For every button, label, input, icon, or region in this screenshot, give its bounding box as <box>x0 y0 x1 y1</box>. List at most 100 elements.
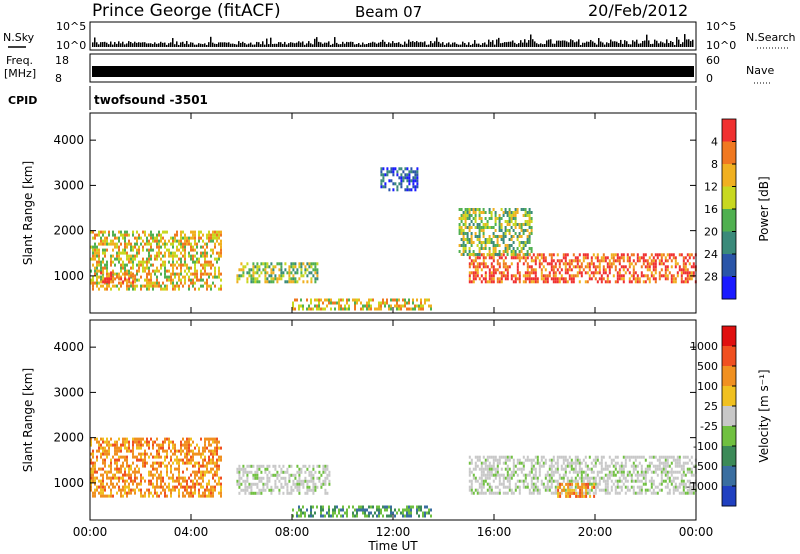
echo-cell <box>688 458 691 462</box>
echo-cell <box>298 277 301 281</box>
echo-cell <box>594 482 597 486</box>
echo-cell <box>636 476 639 480</box>
echo-cell <box>508 247 511 250</box>
echo-cell <box>682 268 685 272</box>
echo-cell <box>250 464 253 468</box>
echo-cell <box>566 461 569 465</box>
echo-cell <box>630 464 633 468</box>
echo-cell <box>294 262 297 266</box>
echo-cell <box>182 248 184 252</box>
echo-cell <box>598 271 601 275</box>
echo-cell <box>534 280 537 284</box>
echo-cell <box>220 251 222 255</box>
echo-cell <box>504 277 507 281</box>
echo-cell <box>166 473 168 477</box>
echo-cell <box>122 251 124 255</box>
echo-cell <box>240 262 243 266</box>
echo-cell <box>210 272 212 276</box>
echo-cell <box>108 242 110 246</box>
echo-cell <box>414 173 417 177</box>
echo-cell <box>644 265 647 269</box>
echo-cell <box>512 256 515 260</box>
station-title: Prince George (fitACF) <box>92 1 281 21</box>
noise-sample <box>164 42 166 47</box>
echo-cell <box>466 232 469 235</box>
echo-cell <box>666 491 669 495</box>
echo-cell <box>484 271 487 275</box>
echo-cell <box>598 479 601 483</box>
echo-cell <box>674 277 677 281</box>
echo-cell <box>382 514 384 518</box>
echo-cell <box>210 260 212 264</box>
echo-cell <box>684 491 687 495</box>
echo-cell <box>126 485 128 489</box>
echo-cell <box>682 262 685 266</box>
echo-cell <box>472 473 475 477</box>
echo-cell <box>132 272 134 276</box>
echo-cell <box>196 257 198 261</box>
echo-cell <box>632 467 635 471</box>
echo-cell <box>382 167 385 171</box>
echo-cell <box>214 266 216 270</box>
echo-cell <box>634 271 637 275</box>
echo-cell <box>310 470 313 474</box>
echo-cell <box>192 440 194 444</box>
echo-cell <box>170 491 172 495</box>
echo-cell <box>208 284 210 288</box>
noise-sample <box>152 43 154 47</box>
echo-cell <box>290 265 293 269</box>
echo-cell <box>470 271 473 275</box>
echo-cell <box>154 461 156 465</box>
echo-cell <box>490 256 493 260</box>
echo-cell <box>570 280 573 284</box>
echo-cell <box>162 488 164 492</box>
echo-cell <box>270 268 273 272</box>
echo-cell <box>472 223 475 226</box>
echo-cell <box>310 307 312 311</box>
echo-cell <box>482 223 485 226</box>
echo-cell <box>92 251 94 255</box>
echo-cell <box>110 443 112 447</box>
echo-cell <box>156 257 158 261</box>
echo-cell <box>122 440 124 444</box>
echo-cell <box>144 449 146 453</box>
echo-cell <box>486 226 489 229</box>
echo-cell <box>548 485 551 489</box>
echo-cell <box>484 256 487 260</box>
echo-cell <box>528 491 531 495</box>
echo-cell <box>266 473 269 477</box>
echo-cell <box>204 464 206 468</box>
echo-cell <box>274 464 277 468</box>
echo-cell <box>572 280 575 284</box>
echo-cell <box>474 220 477 223</box>
echo-cell <box>162 446 164 450</box>
echo-cell <box>482 256 485 260</box>
echo-cell <box>126 287 128 291</box>
echo-cell <box>536 485 539 489</box>
echo-cell <box>644 458 647 462</box>
echo-cell <box>586 473 589 477</box>
echo-cell <box>122 479 124 483</box>
echo-cell <box>120 277 123 281</box>
echo-cell <box>170 275 172 279</box>
echo-cell <box>186 485 188 489</box>
echo-cell <box>98 440 100 444</box>
echo-cell <box>618 467 621 471</box>
echo-cell <box>352 505 354 509</box>
echo-cell <box>170 440 172 444</box>
echo-cell <box>96 266 98 270</box>
echo-cell <box>598 265 601 269</box>
echo-cell <box>272 265 275 269</box>
echo-cell <box>194 266 196 270</box>
echo-cell <box>128 491 130 495</box>
echo-cell <box>494 458 497 462</box>
noise-tick-left-bottom: 10^0 <box>56 39 86 52</box>
echo-cell <box>612 262 615 266</box>
noise-sample <box>686 39 688 47</box>
echo-cell <box>426 298 428 302</box>
echo-cell <box>532 458 535 462</box>
echo-cell <box>314 511 316 515</box>
echo-cell <box>492 491 495 495</box>
echo-cell <box>322 470 325 474</box>
echo-cell <box>204 446 206 450</box>
